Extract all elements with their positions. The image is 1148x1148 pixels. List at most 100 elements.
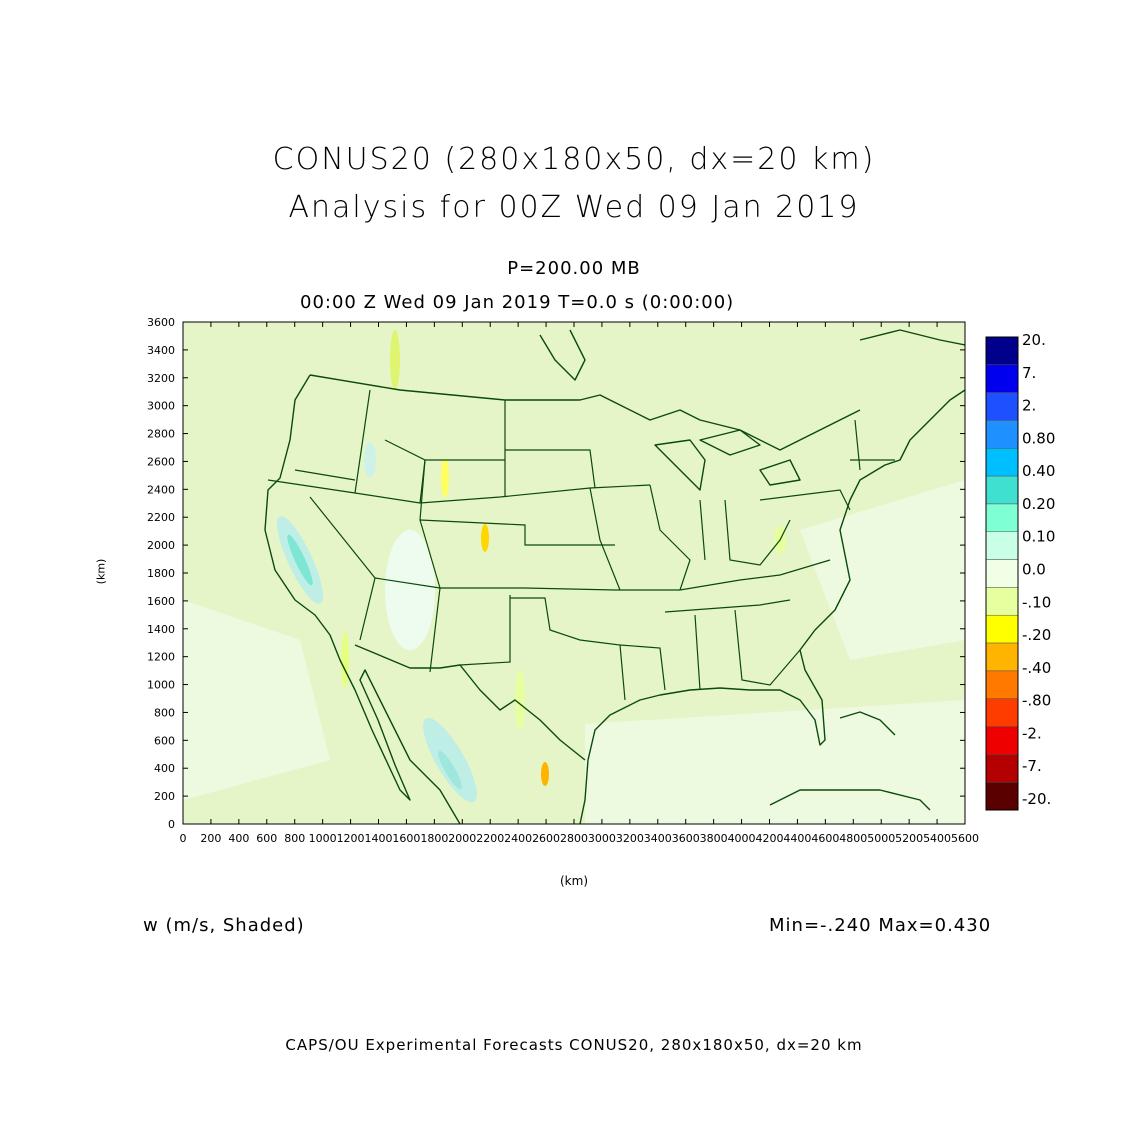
x-tick-label: 1200	[337, 832, 365, 845]
colorbar-swatch	[985, 503, 1019, 533]
y-tick-label: 3200	[147, 372, 175, 385]
y-tick-label: 2000	[147, 539, 175, 552]
shade-region	[364, 442, 376, 478]
y-axis-label: (km)	[94, 558, 108, 585]
state-border	[429, 587, 441, 673]
state-border	[459, 595, 511, 666]
x-tick-label: 600	[256, 832, 277, 845]
state-border	[850, 419, 895, 471]
shade-region	[585, 700, 965, 824]
colorbar-swatch	[985, 726, 1019, 755]
state-border	[694, 609, 801, 691]
great-lakes	[699, 429, 761, 456]
y-tick-label: 3400	[147, 344, 175, 357]
colorbar-swatch	[985, 420, 1019, 449]
x-tick-label: 3800	[700, 832, 728, 845]
coastline	[839, 711, 896, 736]
x-tick-label: 3200	[616, 832, 644, 845]
shade-region	[341, 632, 349, 688]
shade-region	[481, 524, 489, 552]
state-border	[589, 487, 621, 591]
state-border	[759, 489, 851, 511]
colorbar-label: -.20	[1022, 626, 1051, 644]
state-border	[505, 449, 596, 489]
x-tick-label: 0	[180, 832, 187, 845]
y-tick-label: 1200	[147, 651, 175, 664]
colorbar-swatch	[985, 448, 1019, 477]
y-tick-label: 2800	[147, 428, 175, 441]
footer-credit: CAPS/OU Experimental Forecasts CONUS20, …	[285, 1036, 863, 1054]
x-tick-label: 4600	[811, 832, 839, 845]
colorbar-swatch	[985, 670, 1019, 699]
coastline	[264, 374, 461, 824]
x-tick-label: 3600	[672, 832, 700, 845]
x-tick-label: 1600	[392, 832, 420, 845]
colorbar-label: 0.10	[1022, 528, 1055, 546]
x-tick-label: 5200	[895, 832, 923, 845]
state-border	[419, 519, 615, 546]
colorbar-swatch	[985, 587, 1019, 616]
map-title: CONUS20 (280x180x50, dx=20 km)	[272, 142, 876, 177]
state-border	[510, 597, 626, 701]
x-tick-label: 2000	[448, 832, 476, 845]
us-mexico-border	[354, 644, 586, 761]
great-lakes	[759, 459, 801, 486]
state-border	[699, 499, 791, 566]
x-tick-label: 4000	[728, 832, 756, 845]
shade-region	[441, 458, 449, 498]
colorbar-label: 0.20	[1022, 495, 1055, 513]
y-tick-label: 3600	[147, 316, 175, 329]
shade-region	[385, 530, 435, 650]
colorbar-label: 0.0	[1022, 561, 1046, 579]
shade-region	[423, 717, 477, 803]
us-canada-border	[309, 374, 861, 451]
colorbar-label: 0.40	[1022, 462, 1055, 480]
colorbar-swatch	[985, 475, 1019, 505]
x-tick-label: 2800	[560, 832, 588, 845]
x-tick-label: 4800	[839, 832, 867, 845]
colorbar-swatch	[985, 642, 1019, 672]
x-tick-label: 2400	[504, 832, 532, 845]
shade-region	[541, 762, 549, 786]
shade-region	[390, 330, 400, 390]
valid-time: 00:00 Z Wed 09 Jan 2019 T=0.0 s (0:00:00…	[300, 292, 735, 313]
coastline	[579, 389, 965, 824]
y-tick-label: 400	[154, 762, 175, 775]
x-tick-label: 3000	[588, 832, 616, 845]
great-lakes	[654, 439, 706, 491]
shade-region	[515, 670, 525, 730]
coastline	[859, 329, 965, 346]
colorbar-label: 7.	[1022, 364, 1036, 382]
colorbar-swatch	[985, 392, 1019, 421]
colorbar-frame	[985, 336, 1019, 811]
state-border	[294, 389, 426, 504]
colorbar-label: -2.	[1022, 724, 1042, 742]
shade-region	[438, 750, 462, 790]
state-border	[615, 559, 831, 591]
y-tick-label: 2400	[147, 483, 175, 496]
y-tick-label: 1600	[147, 595, 175, 608]
colorbar-label: -7.	[1022, 757, 1042, 775]
y-tick-label: 3000	[147, 400, 175, 413]
x-tick-label: 5600	[951, 832, 979, 845]
y-tick-label: 2600	[147, 455, 175, 468]
state-border	[374, 577, 616, 591]
x-tick-label: 1400	[365, 832, 393, 845]
state-border	[267, 479, 651, 504]
y-tick-label: 1000	[147, 679, 175, 692]
y-tick-label: 1400	[147, 623, 175, 636]
colorbar-swatch	[985, 614, 1019, 644]
state-border	[309, 496, 376, 641]
state-border	[664, 599, 791, 613]
colorbar-swatch	[985, 531, 1019, 560]
x-tick-label: 4200	[756, 832, 784, 845]
x-tick-label: 800	[284, 832, 305, 845]
y-tick-label: 2200	[147, 511, 175, 524]
colorbar-swatch	[985, 781, 1019, 811]
colorbar-label: 0.80	[1022, 429, 1055, 447]
colorbar-label: -.80	[1022, 692, 1051, 710]
state-border	[619, 644, 666, 691]
y-tick-label: 800	[154, 706, 175, 719]
colorbar-label: -20.	[1022, 790, 1051, 808]
